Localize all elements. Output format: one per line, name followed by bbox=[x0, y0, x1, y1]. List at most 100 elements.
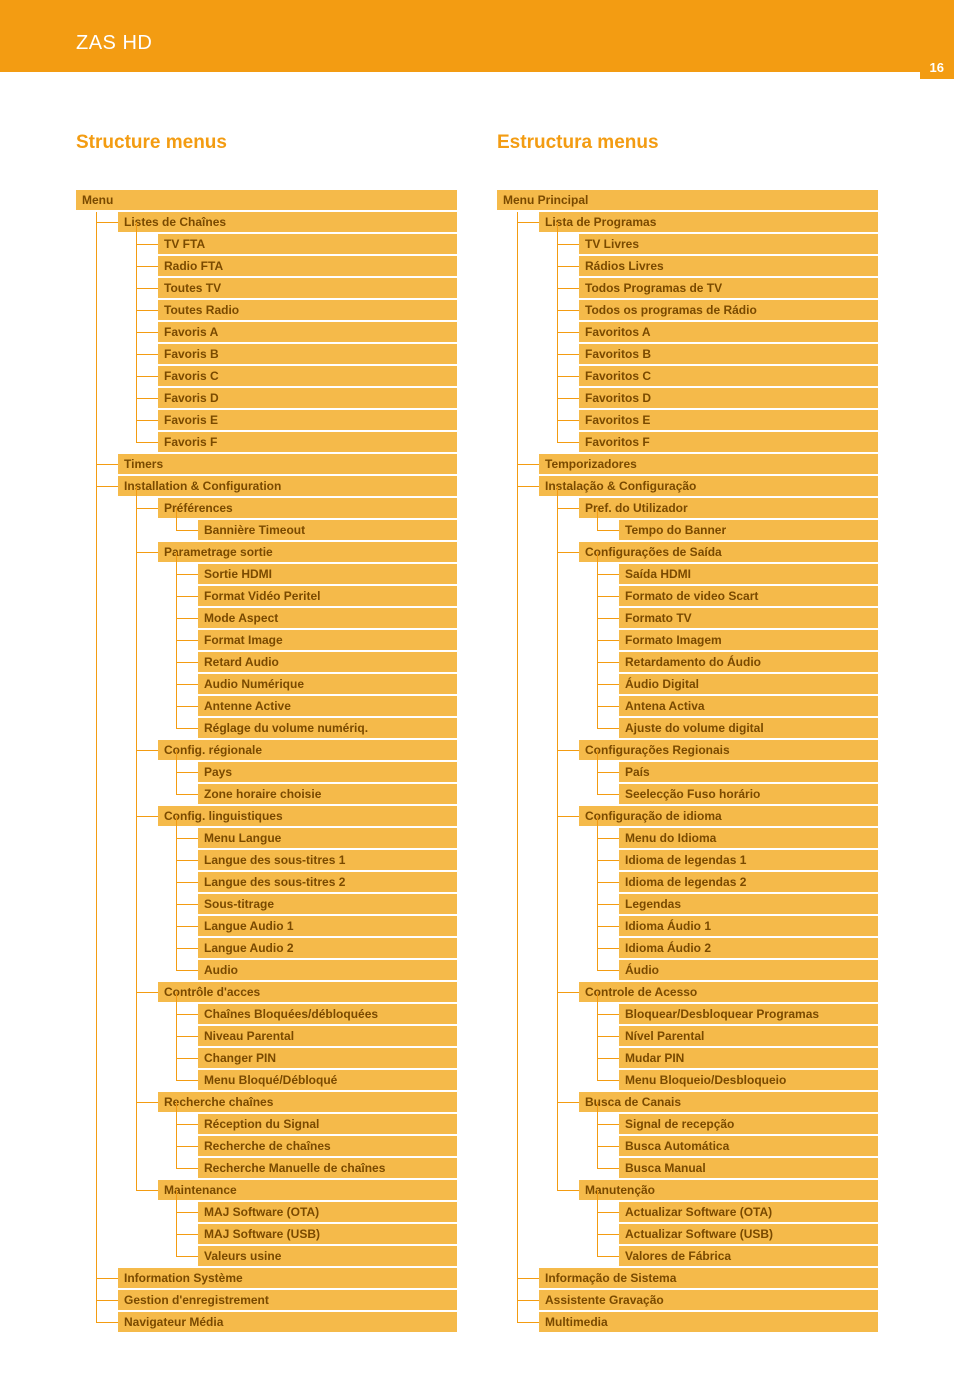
tree-node: TV FTA bbox=[158, 234, 457, 254]
tree-node: Formato de video Scart bbox=[619, 586, 878, 606]
tree-node: Idioma Áudio 2 bbox=[619, 938, 878, 958]
tree-node: Audio Numérique bbox=[198, 674, 457, 694]
page-number: 16 bbox=[920, 56, 954, 79]
tree-node: Radio FTA bbox=[158, 256, 457, 276]
tree-node: Ajuste do volume digital bbox=[619, 718, 878, 738]
tree-node: Réglage du volume numériq. bbox=[198, 718, 457, 738]
tree-node: Signal de recepção bbox=[619, 1114, 878, 1134]
tree-node: Menu do Idioma bbox=[619, 828, 878, 848]
tree-node: Navigateur Média bbox=[118, 1312, 457, 1332]
tree-node: Installation & Configuration bbox=[118, 476, 457, 496]
tree-node: Timers bbox=[118, 454, 457, 474]
tree-node: Contrôle d'acces bbox=[158, 982, 457, 1002]
tree-node: Legendas bbox=[619, 894, 878, 914]
tree-node: Toutes TV bbox=[158, 278, 457, 298]
section-title-right: Estructura menus bbox=[497, 132, 878, 154]
tree-node: Favoris C bbox=[158, 366, 457, 386]
tree-node: Antenne Active bbox=[198, 696, 457, 716]
tree-node: Chaînes Bloquées/débloquées bbox=[198, 1004, 457, 1024]
tree-node: Actualizar Software (USB) bbox=[619, 1224, 878, 1244]
tree-node: Tempo do Banner bbox=[619, 520, 878, 540]
tree-node: Audio bbox=[198, 960, 457, 980]
tree-node: Favoris B bbox=[158, 344, 457, 364]
tree-node: Configurações Regionais bbox=[579, 740, 878, 760]
tree-node: Idioma de legendas 1 bbox=[619, 850, 878, 870]
tree-node: Assistente Gravação bbox=[539, 1290, 878, 1310]
tree-node: Pref. do Utilizador bbox=[579, 498, 878, 518]
tree-node: Préférences bbox=[158, 498, 457, 518]
tree-node: Favoritos F bbox=[579, 432, 878, 452]
tree-node: MAJ Software (USB) bbox=[198, 1224, 457, 1244]
tree-node: Format Vidéo Peritel bbox=[198, 586, 457, 606]
tree-node: Bloquear/Desbloquear Programas bbox=[619, 1004, 878, 1024]
tree-node: Retardamento do Áudio bbox=[619, 652, 878, 672]
tree-node: Format Image bbox=[198, 630, 457, 650]
tree-node: Valeurs usine bbox=[198, 1246, 457, 1266]
tree-node: Parametrage sortie bbox=[158, 542, 457, 562]
tree-node: Rádios Livres bbox=[579, 256, 878, 276]
tree-node: Sortie HDMI bbox=[198, 564, 457, 584]
tree-node: Controle de Acesso bbox=[579, 982, 878, 1002]
tree-node: Temporizadores bbox=[539, 454, 878, 474]
tree-node: Toutes Radio bbox=[158, 300, 457, 320]
tree-node: Multimedia bbox=[539, 1312, 878, 1332]
tree-node: Mudar PIN bbox=[619, 1048, 878, 1068]
tree-node: Seelecção Fuso horário bbox=[619, 784, 878, 804]
tree-node: Zone horaire choisie bbox=[198, 784, 457, 804]
tree-node: Configurações de Saída bbox=[579, 542, 878, 562]
tree-node: MAJ Software (OTA) bbox=[198, 1202, 457, 1222]
tree-node: TV Livres bbox=[579, 234, 878, 254]
tree-node: País bbox=[619, 762, 878, 782]
tree-node: Idioma de legendas 2 bbox=[619, 872, 878, 892]
tree-node: Manutenção bbox=[579, 1180, 878, 1200]
tree-node: Bannière Timeout bbox=[198, 520, 457, 540]
header-bar: ZAS HD 16 bbox=[0, 0, 954, 72]
tree-node: Favoris E bbox=[158, 410, 457, 430]
tree-node: Favoris A bbox=[158, 322, 457, 342]
tree-node: Busca Manual bbox=[619, 1158, 878, 1178]
tree-node: Configuração de idioma bbox=[579, 806, 878, 826]
tree-node: Favoris D bbox=[158, 388, 457, 408]
tree-node: Valores de Fábrica bbox=[619, 1246, 878, 1266]
menu-tree-right: Menu PrincipalLista de ProgramasTV Livre… bbox=[497, 190, 878, 1332]
tree-node: Config. linguistiques bbox=[158, 806, 457, 826]
tree-node: Todos os programas de Rádio bbox=[579, 300, 878, 320]
tree-node: Listes de Chaînes bbox=[118, 212, 457, 232]
tree-node: Langue des sous-titres 2 bbox=[198, 872, 457, 892]
tree-node: Recherche Manuelle de chaînes bbox=[198, 1158, 457, 1178]
tree-node: Retard Audio bbox=[198, 652, 457, 672]
tree-node: Todos Programas de TV bbox=[579, 278, 878, 298]
tree-node: Réception du Signal bbox=[198, 1114, 457, 1134]
tree-node: Áudio Digital bbox=[619, 674, 878, 694]
tree-node: Langue Audio 1 bbox=[198, 916, 457, 936]
page-content: Structure menus MenuListes de ChaînesTV … bbox=[0, 72, 954, 1374]
tree-node: Busca Automática bbox=[619, 1136, 878, 1156]
tree-node: Menu Bloqueio/Desbloqueio bbox=[619, 1070, 878, 1090]
tree-node: Formato Imagem bbox=[619, 630, 878, 650]
tree-node: Saída HDMI bbox=[619, 564, 878, 584]
left-column: Structure menus MenuListes de ChaînesTV … bbox=[76, 132, 457, 1334]
section-title-left: Structure menus bbox=[76, 132, 457, 154]
tree-node: Recherche de chaînes bbox=[198, 1136, 457, 1156]
tree-node: Busca de Canais bbox=[579, 1092, 878, 1112]
tree-node: Menu Langue bbox=[198, 828, 457, 848]
tree-node: Information Système bbox=[118, 1268, 457, 1288]
tree-node: Niveau Parental bbox=[198, 1026, 457, 1046]
tree-node: Favoritos B bbox=[579, 344, 878, 364]
tree-node: Nível Parental bbox=[619, 1026, 878, 1046]
tree-root-label: Menu Principal bbox=[497, 190, 878, 210]
tree-node: Menu Bloqué/Débloqué bbox=[198, 1070, 457, 1090]
tree-node: Langue Audio 2 bbox=[198, 938, 457, 958]
tree-node: Changer PIN bbox=[198, 1048, 457, 1068]
tree-node: Gestion d'enregistrement bbox=[118, 1290, 457, 1310]
tree-node: Formato TV bbox=[619, 608, 878, 628]
tree-node: Antena Activa bbox=[619, 696, 878, 716]
product-title: ZAS HD bbox=[76, 32, 152, 55]
tree-node: Idioma Áudio 1 bbox=[619, 916, 878, 936]
right-column: Estructura menus Menu PrincipalLista de … bbox=[497, 132, 878, 1334]
tree-root-label: Menu bbox=[76, 190, 457, 210]
tree-node: Favoritos E bbox=[579, 410, 878, 430]
tree-node: Favoritos A bbox=[579, 322, 878, 342]
tree-node: Áudio bbox=[619, 960, 878, 980]
tree-node: Maintenance bbox=[158, 1180, 457, 1200]
